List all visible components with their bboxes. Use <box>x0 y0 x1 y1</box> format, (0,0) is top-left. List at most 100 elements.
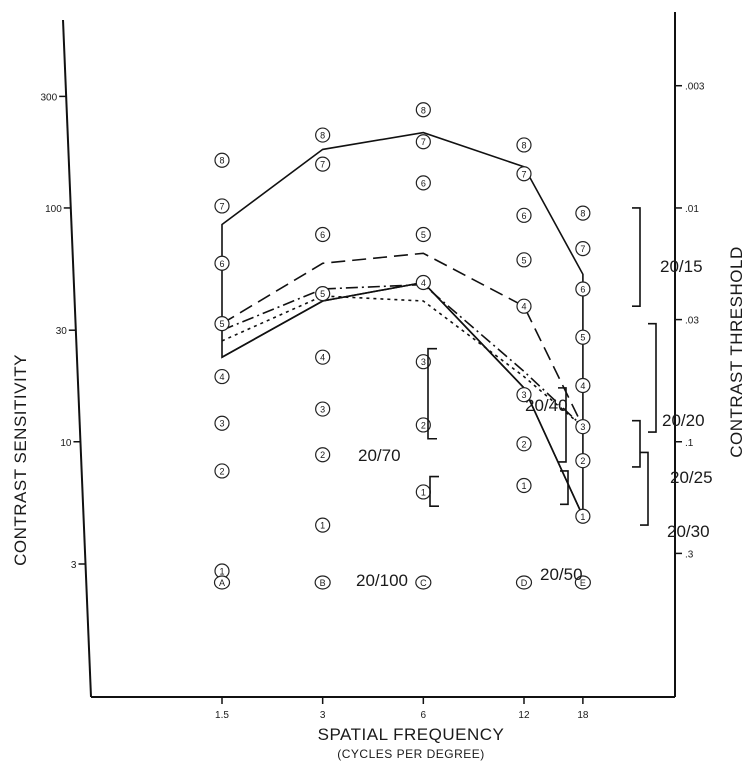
y-axis-title: CONTRAST SENSITIVITY <box>11 354 30 566</box>
grade-number: 7 <box>219 201 224 211</box>
grade-number: 5 <box>580 333 585 343</box>
grade-circle <box>516 207 532 223</box>
grade-patch: 4 <box>575 377 591 394</box>
grade-circle <box>315 156 331 172</box>
grade-circle <box>516 387 532 403</box>
acuity-marker: 20/100 <box>356 475 439 590</box>
grade-number: 7 <box>580 244 585 254</box>
grade-circle <box>315 517 331 533</box>
acuity-label: 20/100 <box>356 571 408 590</box>
grade-circle <box>214 152 230 168</box>
grade-circle <box>315 401 331 417</box>
x-tick-label: 3 <box>320 710 326 721</box>
grade-patch: 5 <box>214 316 230 332</box>
acuity-bracket <box>427 347 437 440</box>
acuity-bracket <box>632 207 641 307</box>
grade-number: 4 <box>320 353 325 363</box>
grade-number: 7 <box>521 169 526 179</box>
grade-circle <box>516 436 532 452</box>
grade-circle <box>214 316 230 332</box>
x-tick-label: 12 <box>518 710 530 721</box>
grade-patch: 3 <box>516 387 532 403</box>
grade-patch: 4 <box>315 349 331 365</box>
grade-patch: 7 <box>315 156 331 172</box>
grade-number: 6 <box>521 211 526 221</box>
row-marker-label: D <box>521 578 528 588</box>
axes <box>62 12 676 698</box>
grade-patch: 1 <box>415 484 431 500</box>
grade-circle <box>575 241 591 257</box>
grade-number: 3 <box>320 405 325 415</box>
grade-circle <box>575 329 591 345</box>
grade-circle <box>415 134 431 150</box>
grade-patch: 1 <box>315 517 331 533</box>
acuity-marker: 20/25 <box>632 419 713 487</box>
acuity-bracket <box>648 322 657 433</box>
acuity-label: 20/30 <box>667 522 710 541</box>
row-marker-circle <box>415 575 432 590</box>
row-marker: C <box>415 575 432 590</box>
grade-number: 1 <box>320 521 325 531</box>
grade-patch: 8 <box>516 137 532 153</box>
grade-patch: 2 <box>214 463 230 479</box>
grade-patch: 6 <box>214 255 230 271</box>
grade-circle <box>575 377 591 394</box>
grade-patch: 2 <box>575 453 591 469</box>
grade-circle <box>415 226 431 243</box>
grade-circle <box>315 286 331 302</box>
grade-number: 4 <box>219 372 224 382</box>
grade-patch: 6 <box>516 207 532 223</box>
grade-patch: 3 <box>315 401 331 417</box>
grade-patch: 1 <box>575 508 591 524</box>
series-line-dotted <box>221 295 584 428</box>
grade-number: 7 <box>421 137 426 147</box>
grade-number: 2 <box>421 420 426 430</box>
grade-circle <box>214 463 230 479</box>
grade-patch: 1 <box>516 477 532 494</box>
grade-patch: 8 <box>315 127 331 143</box>
y-axis-left <box>62 19 92 698</box>
grade-number: 1 <box>580 512 585 522</box>
row-marker: A <box>213 575 231 590</box>
grade-number: 6 <box>219 259 224 269</box>
grade-number: 2 <box>320 450 325 460</box>
grade-circle <box>214 198 230 214</box>
acuity-marker: 20/40 <box>525 387 568 463</box>
grade-patch: 2 <box>516 436 532 452</box>
grade-number: 6 <box>421 178 426 188</box>
acuity-bracket <box>640 451 649 526</box>
acuity-label: 20/15 <box>660 257 703 276</box>
grade-circle <box>415 274 431 291</box>
acuity-bracket <box>429 475 439 508</box>
y-tick-label: 300 <box>40 92 57 103</box>
x-axis-title: SPATIAL FREQUENCY <box>318 725 505 744</box>
row-marker-circle <box>574 575 591 590</box>
acuity-marker: 20/50 <box>540 470 583 584</box>
grade-circle <box>415 102 431 118</box>
grade-number: 8 <box>580 209 585 219</box>
grade-patch: 3 <box>214 415 230 431</box>
grade-number: 4 <box>421 278 426 288</box>
grade-circle <box>415 175 431 191</box>
grade-patch: 2 <box>315 447 331 463</box>
grade-number: 1 <box>219 567 224 577</box>
acuity-label: 20/40 <box>525 396 568 415</box>
y-tick-label: 10 <box>60 438 72 449</box>
grade-number: 1 <box>421 487 426 497</box>
y-right-tick-label: .03 <box>685 316 699 327</box>
grade-number: 2 <box>580 456 585 466</box>
grade-patch: 3 <box>575 419 591 435</box>
grade-number: 3 <box>521 390 526 400</box>
acuity-marker: 20/20 <box>648 322 705 433</box>
series-line-dashed <box>221 252 584 428</box>
grade-patch: 6 <box>415 175 431 191</box>
acuity-label: 20/50 <box>540 565 583 584</box>
grade-patch: 4 <box>415 274 431 291</box>
grade-circle <box>214 415 230 431</box>
grade-patch: 8 <box>214 152 230 168</box>
grade-patch: 5 <box>516 252 532 268</box>
grade-number: 3 <box>580 422 585 432</box>
x-axis-subtitle: (CYCLES PER DEGREE) <box>337 747 485 761</box>
